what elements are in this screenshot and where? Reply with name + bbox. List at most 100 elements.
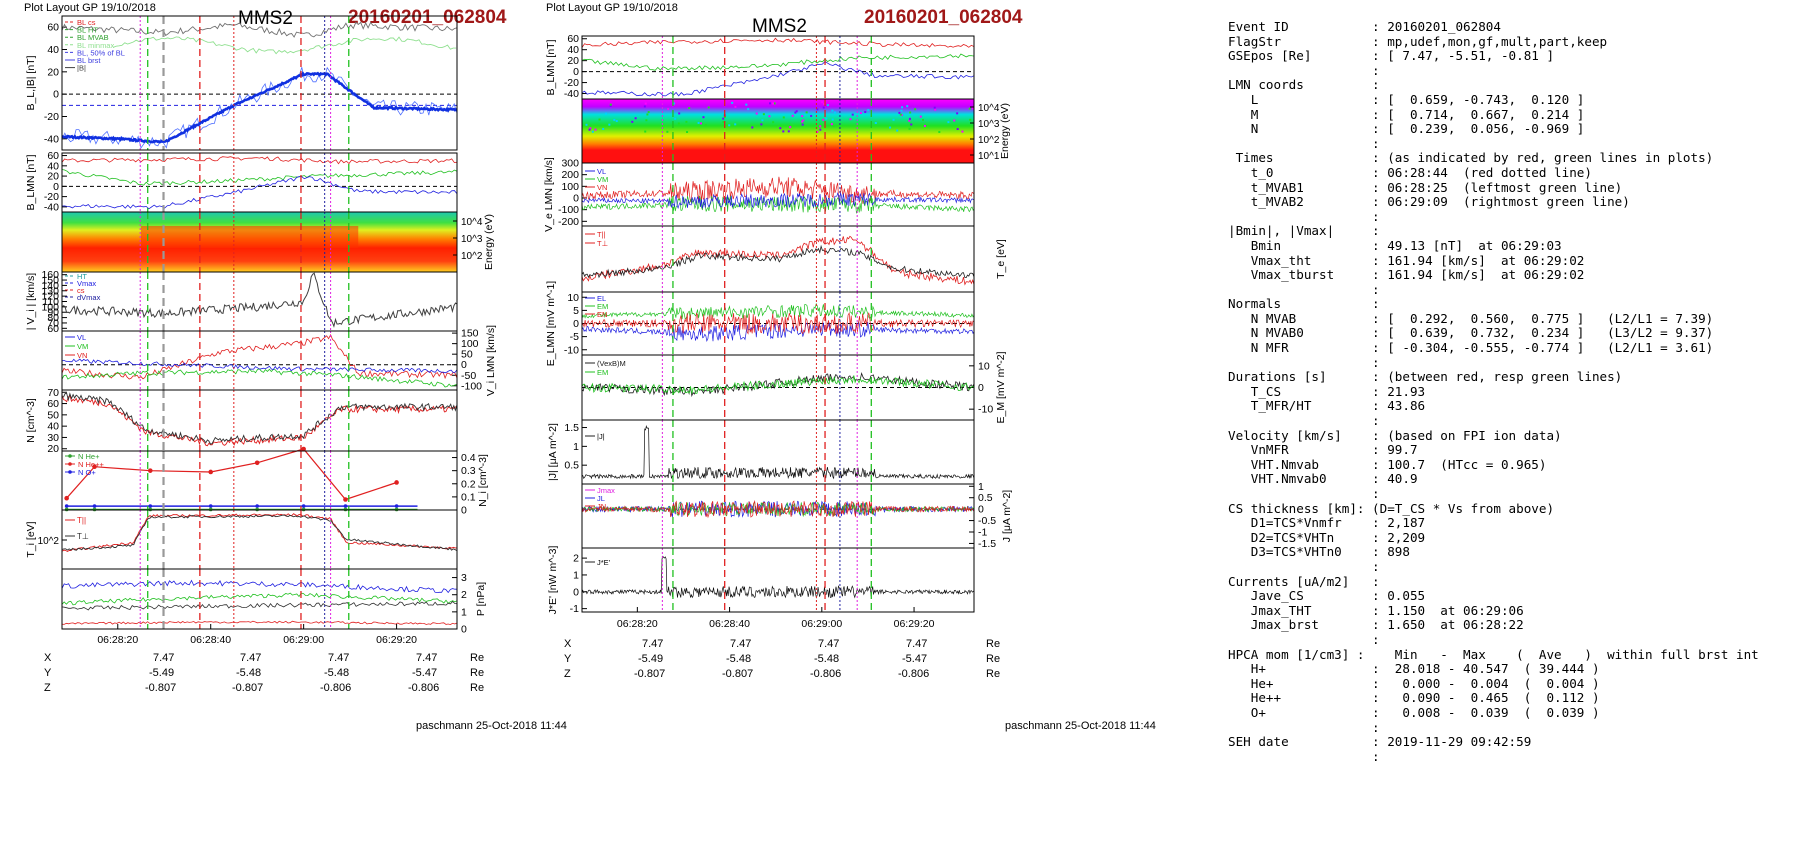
- series-line: [61, 579, 457, 594]
- spectrogram-speck: [896, 129, 899, 132]
- axis-label: |J| [μA m^-2]: [547, 423, 559, 481]
- left-plot-title: MMS2: [238, 8, 293, 29]
- y-tick-label: -10: [978, 404, 993, 416]
- y-tick-label: 50: [461, 349, 473, 361]
- info-line: :: [1228, 748, 1380, 764]
- spectrogram-speck: [900, 109, 903, 112]
- series-line: [61, 620, 458, 626]
- spectrogram-speck: [702, 116, 705, 119]
- spectrogram-speck: [707, 106, 710, 109]
- y-tick-label: 110: [42, 296, 59, 308]
- spectrogram-speck: [589, 127, 592, 130]
- spectrogram-speck: [859, 112, 862, 115]
- y-tick-label: 10^3: [461, 234, 483, 245]
- info-line: T_MFR/HT : 43.86: [1228, 398, 1426, 414]
- spectrogram-speck: [867, 109, 870, 112]
- spectrogram-speck: [791, 114, 794, 117]
- y-tick-label: 0: [573, 318, 579, 330]
- info-line: H+ : 28.018 - 40.547 ( 39.444 ): [1228, 661, 1600, 677]
- series-line: [61, 358, 458, 374]
- info-line: t_0 : 06:28:44 (red dotted line): [1228, 164, 1592, 180]
- spectrogram-speck: [588, 128, 591, 131]
- spectrogram-speck: [825, 117, 828, 120]
- series-line: [581, 53, 975, 71]
- spectrogram-speck: [801, 115, 804, 118]
- position-value: -5.48: [814, 653, 840, 665]
- position-row-label: Y: [44, 667, 52, 679]
- legend-label: VL: [597, 167, 606, 176]
- info-line: Vmax_tburst : 161.94 [km/s] at 06:29:02: [1228, 267, 1585, 283]
- series-line: [581, 60, 975, 97]
- spectrogram-speck: [889, 126, 892, 129]
- y-tick-label: 0.2: [461, 478, 476, 490]
- spectrogram-speck: [969, 118, 972, 121]
- series-line: [61, 21, 458, 38]
- info-line: |Bmin|, |Vmax| :: [1228, 223, 1380, 239]
- position-value: 7.47: [906, 638, 928, 650]
- y-tick-label: -20: [44, 191, 59, 203]
- series-line: [581, 372, 975, 398]
- data-point: [254, 460, 260, 466]
- y-tick-label: 50: [47, 409, 59, 421]
- data-point: [343, 504, 348, 508]
- spectrogram-speck: [634, 117, 637, 120]
- data-point: [208, 469, 214, 475]
- spectrogram-speck: [643, 105, 646, 108]
- axis-label: T_i [eV]: [25, 521, 37, 557]
- spectrogram-speck: [734, 105, 737, 108]
- y-tick-label: 0.3: [461, 465, 476, 477]
- series-line: [61, 156, 458, 165]
- spectrogram-speck: [646, 113, 649, 116]
- axis-label: J [μA m^-2]: [1001, 490, 1013, 542]
- y-tick-label: 120: [41, 291, 59, 303]
- legend-label: VM: [597, 175, 608, 184]
- y-tick-label: 0: [978, 382, 984, 394]
- position-value: -0.806: [320, 682, 352, 694]
- data-point: [148, 504, 153, 508]
- y-tick-label: 5: [573, 305, 579, 317]
- y-tick-label: 80: [47, 312, 59, 324]
- spectrogram-speck: [822, 118, 825, 121]
- x-tick-label: 06:29:20: [894, 618, 935, 630]
- spectrogram-speck: [645, 119, 648, 122]
- spectrogram-speck: [728, 124, 731, 127]
- y-tick-label: 60: [47, 22, 59, 34]
- spectrogram-speck: [822, 102, 825, 105]
- x-tick-label: 06:28:20: [617, 618, 658, 630]
- y-tick-label: -40: [564, 88, 579, 100]
- axis-label: J*E' [nW m^-3]: [547, 546, 559, 615]
- y-tick-label: 1: [573, 569, 579, 581]
- series-line: [61, 71, 458, 144]
- y-tick-label: 150: [461, 328, 479, 340]
- axis-label: Energy (eV): [999, 103, 1011, 159]
- legend-label: BL MVAB: [77, 33, 109, 42]
- position-row-label: X: [564, 638, 572, 650]
- info-line: Jave_CS : 0.055: [1228, 588, 1426, 604]
- legend-label: EN: [597, 310, 607, 319]
- data-point: [64, 504, 69, 508]
- info-line: :: [1228, 631, 1380, 647]
- y-tick-label: -40: [44, 201, 59, 213]
- position-row-label: Z: [564, 668, 571, 680]
- spectrogram-speck: [914, 108, 917, 111]
- y-tick-label: 70: [47, 387, 59, 399]
- legend-label: cs: [77, 286, 85, 295]
- position-unit: Re: [986, 653, 1001, 665]
- spectrogram-speck: [822, 106, 825, 109]
- legend-label: N He++: [78, 460, 104, 469]
- legend-label: HT: [77, 272, 87, 281]
- legend-label: N O+: [78, 468, 96, 477]
- y-tick-label: 10^4: [461, 217, 483, 228]
- spectrogram-speck: [849, 118, 852, 121]
- panel-frame: [61, 15, 458, 151]
- info-line: O+ : 0.008 - 0.039 ( 0.039 ): [1228, 704, 1600, 720]
- position-value: -5.48: [236, 667, 262, 679]
- spectrogram-speck: [602, 127, 605, 130]
- x-tick-label: 06:28:20: [97, 634, 138, 646]
- info-line: Currents [uA/m2] :: [1228, 573, 1380, 589]
- y-tick-label: -1: [570, 603, 579, 615]
- axis-label: Energy (eV): [483, 214, 495, 270]
- legend-label: EL: [597, 294, 606, 303]
- info-line: :: [1228, 413, 1380, 429]
- spectrogram-speck: [787, 130, 790, 133]
